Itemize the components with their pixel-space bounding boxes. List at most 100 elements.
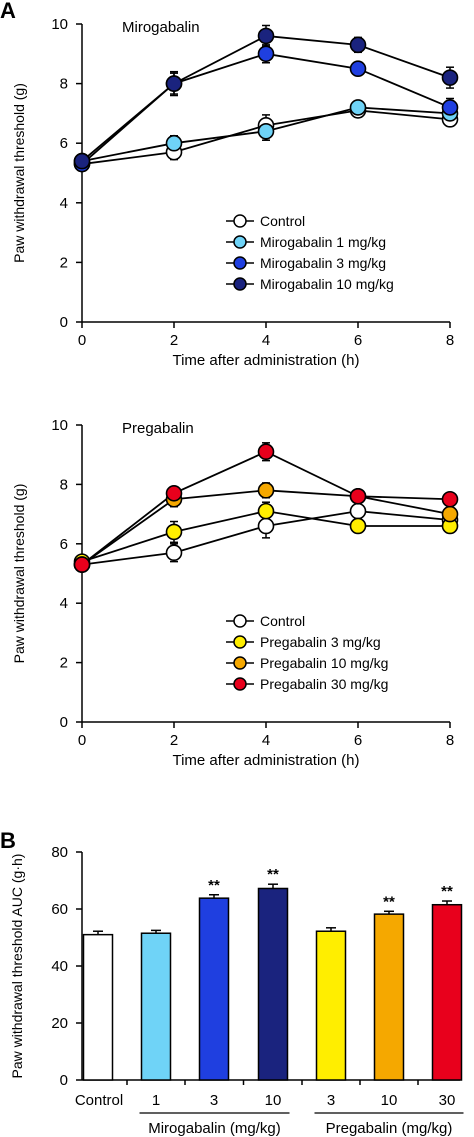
auc-bar-chart: 0 20 40 60 80 Paw withdrawal threshold AUC (g… [9,844,464,1137]
x-tick-label: 2 [170,332,178,349]
pregabalin-line-chart: 0 2 4 6 8 10 0 2 4 6 8 Time after administration (h… [11,417,459,769]
bar [315,930,347,1081]
data-point [441,490,459,508]
data-point [257,517,275,535]
bar [373,913,405,1081]
legend-label: Pregabalin 3 mg/kg [260,634,381,650]
data-point [349,36,367,54]
legend-marker [233,677,247,691]
y-tick-label: 0 [60,314,68,331]
y-tick-label: 4 [60,595,68,612]
y-tick-label: 6 [60,135,68,152]
legend-marker [233,214,247,228]
category-label: 3 [327,1092,335,1109]
significance-marker: ** [267,866,279,883]
bar [82,933,114,1081]
x-tick-label: 8 [446,332,454,349]
data-point [441,69,459,86]
significance-marker: ** [441,883,453,900]
y-tick-label: 10 [51,16,68,33]
legend-label: Control [260,213,305,229]
x-tick-label: 4 [262,332,270,349]
y-tick-label: 60 [51,901,68,918]
legend-label: Pregabalin 10 mg/kg [260,655,388,671]
data-point [257,45,275,63]
y-tick-label: 8 [60,476,68,493]
data-point [165,75,183,92]
data-point [165,523,183,541]
data-point [349,517,367,535]
significance-marker: ** [208,877,220,894]
y-axis-title: Paw withdrawal threshold (g) [11,484,27,664]
bar [257,887,289,1081]
y-tick-label: 40 [51,958,68,975]
bar [198,897,230,1081]
legend-marker [233,256,247,270]
data-point [165,134,183,152]
legend-label: Mirogabalin 3 mg/kg [260,255,386,271]
x-tick-label: 0 [78,332,86,349]
legend-marker [233,277,247,291]
data-point [349,487,367,505]
legend-label: Mirogabalin 1 mg/kg [260,234,386,250]
y-tick-label: 20 [51,1015,68,1032]
data-point [349,60,367,77]
legend-marker [233,635,247,649]
x-axis-title: Time after administration (h) [172,352,359,369]
legend-marker [233,656,247,670]
category-label: 10 [265,1092,282,1109]
data-point [257,27,275,45]
category-label: Control [75,1092,123,1109]
y-tick-label: 4 [60,195,68,212]
y-tick-label: 2 [60,655,68,672]
y-tick-label: 2 [60,254,68,271]
category-label: 10 [381,1092,398,1109]
legend-marker [233,235,247,249]
y-tick-label: 10 [51,417,68,434]
data-point [349,99,367,116]
significance-marker: ** [383,893,395,910]
panel-label-b: B [0,828,16,853]
data-point [441,99,459,116]
x-axis-title: Time after administration (h) [172,752,359,769]
legend-marker [233,614,247,628]
group-label: Mirogabalin (mg/kg) [148,1120,281,1137]
chart-title: Mirogabalin [122,19,200,36]
y-tick-label: 0 [60,714,68,731]
y-tick-label: 80 [51,844,68,861]
x-tick-label: 6 [354,332,362,349]
mirogabalin-line-chart: 0 2 4 6 8 10 0 2 4 6 8 Time after administration (h… [11,16,459,369]
data-point [257,122,275,140]
y-axis-title: Paw withdrawal threshold AUC (g·h) [9,854,25,1079]
bar [140,932,172,1081]
category-label: 30 [439,1092,456,1109]
category-label: 3 [210,1092,218,1109]
data-point [441,505,459,523]
data-point [257,482,275,499]
panel-label-a: A [0,0,16,23]
data-point [257,502,275,520]
category-label: 1 [152,1092,160,1109]
bar [431,903,463,1081]
y-axis-title: Paw withdrawal threshold (g) [11,83,27,263]
data-point [349,502,367,520]
x-tick-label: 4 [262,732,270,749]
x-tick-label: 6 [354,732,362,749]
legend-label: Mirogabalin 10 mg/kg [260,276,394,292]
legend-label: Control [260,613,305,629]
data-point [257,443,275,461]
data-point [165,544,183,562]
y-tick-label: 6 [60,536,68,553]
y-tick-label: 0 [60,1072,68,1089]
y-tick-label: 8 [60,76,68,93]
x-tick-label: 8 [446,732,454,749]
group-label: Pregabalin (mg/kg) [326,1120,453,1137]
data-point [73,556,91,573]
data-point [73,152,91,170]
x-tick-label: 0 [78,732,86,749]
x-tick-label: 2 [170,732,178,749]
chart-title: Pregabalin [122,420,194,437]
data-point [165,485,183,502]
legend-label: Pregabalin 30 mg/kg [260,676,388,692]
